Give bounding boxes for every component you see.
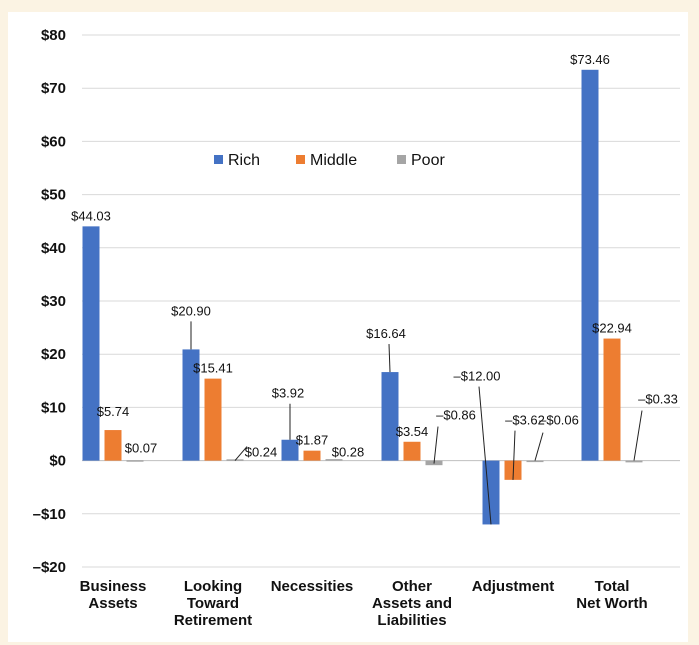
y-tick-label: $70 [41, 80, 66, 97]
data-label: $44.03 [71, 208, 111, 223]
category-label: Other [392, 578, 432, 595]
legend-label: Poor [411, 152, 445, 169]
data-label: $0.07 [125, 441, 158, 456]
label-leader-line [234, 446, 248, 461]
label-leader-line [512, 430, 516, 480]
bar-rich [281, 439, 299, 461]
label-leader-line [388, 344, 391, 373]
bar-rich [82, 226, 100, 461]
y-tick-label: $0 [49, 453, 66, 470]
data-label: $15.41 [193, 361, 233, 376]
data-label: –$12.00 [454, 369, 501, 384]
bar-middle [603, 338, 621, 461]
legend-label: Middle [310, 152, 357, 169]
bar-poor [126, 460, 144, 462]
y-tick-label: $10 [41, 399, 66, 416]
data-label: $1.87 [296, 433, 329, 448]
category-label: Toward [187, 595, 239, 612]
y-tick-label: $40 [41, 240, 66, 257]
data-label: $3.92 [272, 386, 305, 401]
bar-middle [104, 430, 122, 461]
y-tick-label: $30 [41, 293, 66, 310]
category-label: Liabilities [377, 612, 446, 629]
label-leader-line [633, 410, 643, 461]
data-label: –$0.86 [436, 408, 476, 423]
data-label: $73.46 [570, 52, 610, 67]
y-tick-label: –$20 [33, 559, 66, 576]
y-tick-label: –$10 [33, 506, 66, 523]
chart-frame: –$20 –$10 $0 $10 $20 $30 $40 $50 $60 $70 $80 $44.03… [8, 12, 688, 642]
bar-middle [204, 378, 222, 461]
data-label: $16.64 [366, 326, 406, 341]
legend-swatch-rich [214, 155, 223, 164]
category-label: Total [595, 578, 630, 595]
bar-rich [381, 372, 399, 461]
category-label: Assets and [372, 595, 452, 612]
label-leader-line [478, 386, 492, 525]
y-tick-label: $20 [41, 346, 66, 363]
category-label: Business [80, 578, 147, 595]
legend-label: Rich [228, 152, 260, 169]
data-label: $0.28 [332, 445, 365, 460]
bar-poor [625, 460, 643, 463]
category-label: Adjustment [472, 578, 555, 595]
data-label: –$0.06 [539, 413, 579, 428]
y-tick-label: $50 [41, 187, 66, 204]
data-label: $20.90 [171, 303, 211, 318]
category-label: Assets [88, 595, 137, 612]
data-label: $3.54 [396, 424, 429, 439]
data-label: $5.74 [97, 404, 130, 419]
legend-swatch-poor [397, 155, 406, 164]
bar-poor [526, 460, 544, 463]
y-tick-label: $60 [41, 133, 66, 150]
bar-poor [325, 459, 343, 461]
bar-chart: –$20 –$10 $0 $10 $20 $30 $40 $50 $60 $70 $80 $44.03… [33, 27, 680, 629]
category-label: Retirement [174, 612, 252, 629]
category-label: Looking [184, 578, 242, 595]
category-label: Necessities [271, 578, 354, 595]
bar-rich [182, 349, 200, 461]
data-label: $22.94 [592, 321, 632, 336]
data-label: $0.24 [245, 445, 278, 460]
bar-middle [403, 441, 421, 461]
data-label: –$3.62 [505, 413, 545, 428]
bar-rich [581, 69, 599, 461]
data-label: –$0.33 [638, 392, 678, 407]
bar-middle [303, 450, 321, 461]
label-leader-line [534, 432, 544, 461]
legend-swatch-middle [296, 155, 305, 164]
bar-rich [482, 460, 500, 525]
category-label: Net Worth [576, 595, 647, 612]
label-leader-line [433, 426, 439, 464]
y-tick-label: $80 [41, 27, 66, 44]
